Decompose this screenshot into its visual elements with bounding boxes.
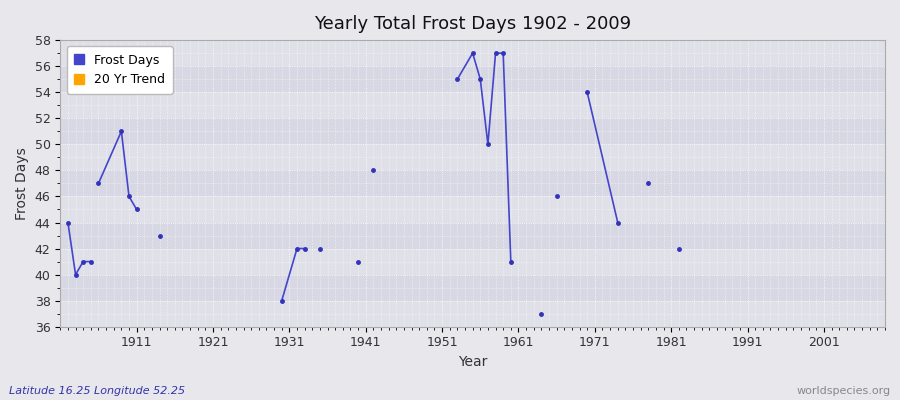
Bar (60, 66, 885, 92)
Bar (60, 118, 885, 144)
Bar (60, 144, 885, 170)
Legend: Frost Days, 20 Yr Trend: Frost Days, 20 Yr Trend (67, 46, 173, 94)
Text: worldspecies.org: worldspecies.org (796, 386, 891, 396)
Bar (60, 92, 885, 118)
X-axis label: Year: Year (458, 355, 487, 369)
Title: Yearly Total Frost Days 1902 - 2009: Yearly Total Frost Days 1902 - 2009 (314, 15, 631, 33)
Y-axis label: Frost Days: Frost Days (15, 147, 29, 220)
Bar (60, 40, 885, 66)
Bar (60, 301, 885, 327)
Bar (60, 222, 885, 248)
Bar (60, 170, 885, 196)
Bar (60, 196, 885, 222)
Text: Latitude 16.25 Longitude 52.25: Latitude 16.25 Longitude 52.25 (9, 386, 185, 396)
Bar (60, 248, 885, 275)
Bar (60, 275, 885, 301)
